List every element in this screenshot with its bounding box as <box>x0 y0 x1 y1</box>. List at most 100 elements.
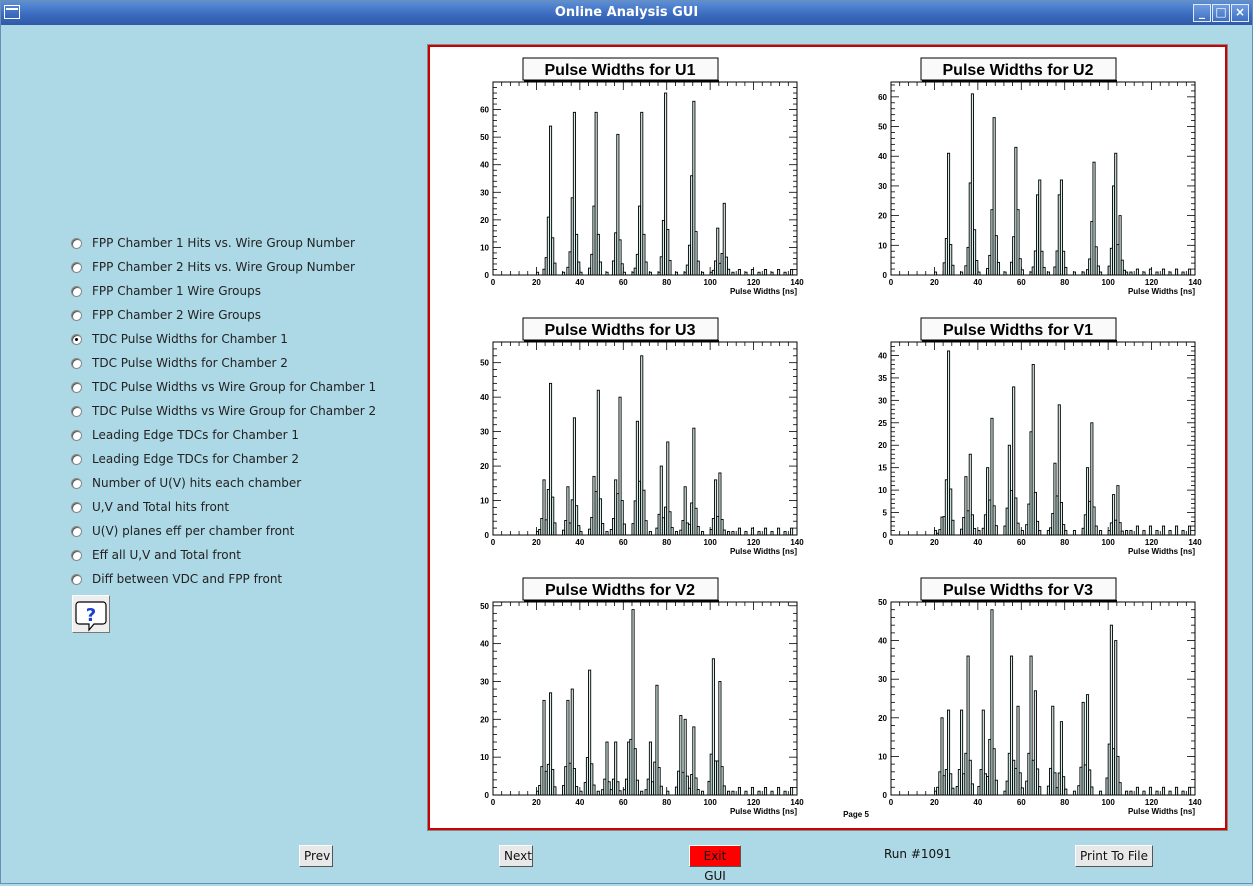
radio-button[interactable] <box>71 574 82 585</box>
x-tick-label: 60 <box>619 278 628 287</box>
histogram-bin <box>951 519 955 536</box>
radio-button[interactable] <box>71 238 82 249</box>
x-tick-label: 140 <box>1188 798 1202 807</box>
histogram-bin <box>594 111 598 276</box>
histogram-bin <box>664 92 668 276</box>
histogram-bin <box>1033 491 1037 536</box>
histogram-bin <box>566 486 570 536</box>
histogram-bin <box>575 233 579 276</box>
histogram-bin <box>1142 790 1146 796</box>
histogram-bin <box>575 505 579 536</box>
histogram-bin <box>666 790 670 796</box>
plot-option-label: FPP Chamber 2 Hits vs. Wire Group Number <box>92 260 355 274</box>
window-menu-icon[interactable] <box>4 5 20 19</box>
histogram-bin <box>596 233 600 276</box>
histogram-bin <box>790 269 794 276</box>
histogram-bin <box>701 531 705 536</box>
x-tick-label: 100 <box>703 538 717 547</box>
close-icon[interactable]: × <box>1231 4 1249 22</box>
histogram-bin <box>1014 497 1018 536</box>
x-tick-label: 40 <box>973 798 982 807</box>
histogram-bin <box>1053 772 1057 796</box>
histogram-bin <box>1096 265 1100 276</box>
svg-text:?: ? <box>86 605 96 626</box>
histogram-bin <box>977 271 981 276</box>
y-tick-label: 40 <box>878 351 887 360</box>
histogram-bin <box>750 527 755 536</box>
title-bar[interactable]: Online Analysis GUI _ □ × <box>1 1 1252 25</box>
histogram-bin <box>1142 271 1146 276</box>
histogram-bin <box>1094 525 1098 536</box>
print-to-file-button[interactable]: Print To File <box>1075 845 1153 867</box>
radio-button[interactable] <box>71 502 82 513</box>
histogram-bin <box>1118 215 1122 276</box>
histogram-bin <box>618 790 622 796</box>
histogram-bin <box>949 488 953 536</box>
next-button[interactable]: Next <box>499 845 533 867</box>
x-tick-label: 60 <box>1017 798 1026 807</box>
histogram-bin <box>1175 786 1179 796</box>
histogram-title: Pulse Widths for V2 <box>545 582 695 599</box>
radio-button[interactable] <box>71 382 82 393</box>
histogram-bin <box>644 261 648 276</box>
histogram-bin <box>727 268 731 276</box>
exit-gui-button[interactable]: Exit GUI <box>689 845 741 883</box>
radio-button[interactable] <box>71 454 82 465</box>
x-tick-label: 120 <box>1145 278 1159 287</box>
histogram-bin <box>683 486 687 536</box>
help-icon: ? <box>75 601 107 632</box>
histogram-bin <box>579 531 583 536</box>
histogram-bin <box>716 227 720 276</box>
radio-button[interactable] <box>71 358 82 369</box>
histogram-bin <box>951 264 955 276</box>
y-tick-label: 30 <box>480 677 489 686</box>
help-button[interactable]: ? <box>72 595 110 633</box>
radio-button[interactable] <box>71 478 82 489</box>
histogram-bin <box>1114 640 1118 796</box>
histogram-bin <box>1168 271 1172 276</box>
maximize-icon[interactable]: □ <box>1212 4 1230 22</box>
radio-button[interactable] <box>71 406 82 417</box>
histogram-bin <box>744 271 748 276</box>
radio-button[interactable] <box>71 334 82 345</box>
plot-canvas[interactable]: Pulse Widths for U1 0 20 40 60 80 100 120 140 0 10… <box>427 44 1228 831</box>
x-tick-label: 0 <box>889 278 894 287</box>
histogram-bin <box>1057 404 1061 536</box>
histogram-bin <box>714 479 718 536</box>
x-tick-label: 40 <box>575 798 584 807</box>
radio-button[interactable] <box>71 430 82 441</box>
histogram-bin <box>1020 269 1024 276</box>
y-tick-label: 35 <box>878 374 887 383</box>
radio-button[interactable] <box>71 550 82 561</box>
histogram-bin <box>1135 786 1139 796</box>
histogram-bin <box>1188 268 1192 276</box>
histogram-bin <box>694 231 698 276</box>
histogram-bin <box>783 531 787 536</box>
histogram-bin <box>572 768 576 796</box>
histogram-bin <box>601 522 605 536</box>
histogram-bin <box>1036 520 1040 536</box>
x-tick-label: 80 <box>662 278 671 287</box>
y-tick-label: 20 <box>878 212 887 221</box>
radio-button[interactable] <box>71 526 82 537</box>
histogram-bin <box>551 237 555 276</box>
histogram-bin <box>731 790 735 796</box>
y-tick-label: 0 <box>883 531 888 540</box>
radio-button[interactable] <box>71 286 82 297</box>
y-tick-label: 10 <box>878 486 887 495</box>
x-tick-label: 20 <box>930 798 939 807</box>
y-tick-label: 30 <box>480 188 489 197</box>
histogram-bin <box>622 271 626 276</box>
radio-button[interactable] <box>71 310 82 321</box>
histogram-bin <box>970 93 974 276</box>
radio-button[interactable] <box>71 262 82 273</box>
histogram-bin <box>1188 525 1192 536</box>
minimize-icon[interactable]: _ <box>1193 4 1211 22</box>
x-axis-label: Pulse Widths [ns] <box>730 547 797 556</box>
prev-button[interactable]: Prev <box>299 845 333 867</box>
y-tick-label: 40 <box>878 152 887 161</box>
x-tick-label: 20 <box>930 538 939 547</box>
histogram-bin <box>1059 502 1063 536</box>
x-tick-label: 100 <box>703 278 717 287</box>
histogram-bin <box>960 271 964 276</box>
